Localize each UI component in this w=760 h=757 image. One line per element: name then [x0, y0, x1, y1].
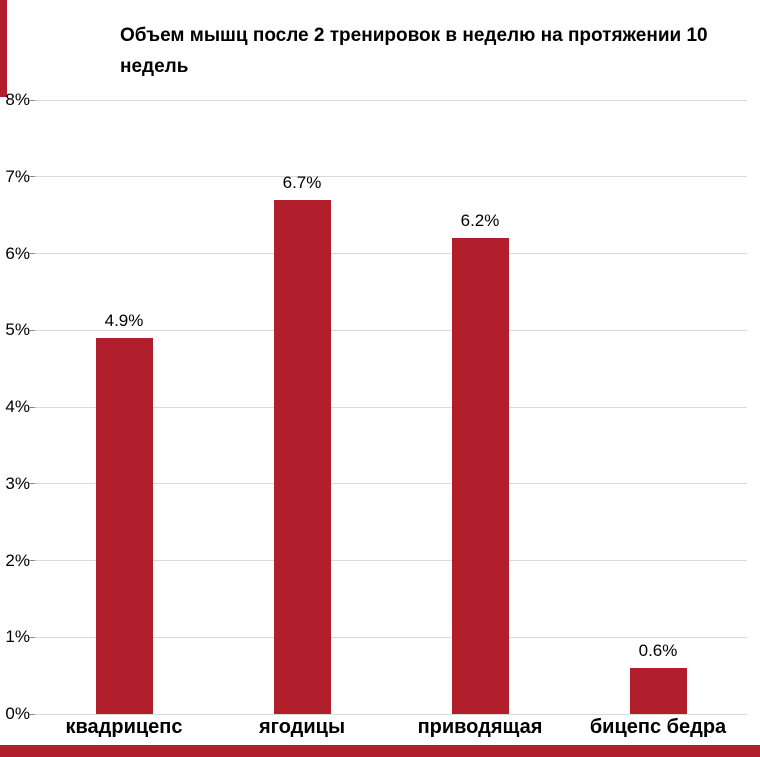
- y-tick: [29, 560, 35, 561]
- y-axis-label: 0%: [5, 704, 30, 723]
- y-axis: 0% 1% 2% 3% 4% 5% 6% 7% 8%: [0, 90, 30, 723]
- y-axis-label: 1%: [5, 627, 30, 647]
- x-axis-label: квадрицепс: [65, 716, 183, 738]
- bottom-red-border: [0, 745, 760, 757]
- bar-3: [451, 238, 509, 714]
- y-axis-label: 3%: [5, 473, 30, 493]
- gridline: [35, 713, 747, 715]
- gridline: [35, 253, 747, 254]
- bar-value-label: 6.2%: [460, 211, 500, 231]
- x-axis-label: приводящая: [417, 716, 543, 738]
- bar-4: [629, 667, 687, 714]
- gridline: [35, 483, 747, 485]
- y-axis-label: 6%: [5, 243, 30, 263]
- bar-value-label: 6.7%: [282, 172, 322, 192]
- gridline: [35, 99, 747, 101]
- gridline: [35, 329, 747, 331]
- left-red-border: [0, 0, 7, 97]
- gridline: [35, 406, 747, 408]
- y-tick: [29, 483, 35, 485]
- gridline: [35, 560, 747, 561]
- bar-1: [95, 337, 153, 714]
- y-tick: [29, 406, 35, 408]
- x-axis: квадрицепс ягодицы приводящая бицепс бедра: [35, 716, 747, 746]
- bar-value-label: 4.9%: [104, 310, 144, 330]
- y-axis-label: 8%: [5, 90, 30, 109]
- y-tick: [29, 636, 35, 638]
- bar-value-label: 0.6%: [638, 640, 678, 660]
- y-tick: [29, 713, 35, 715]
- y-tick: [29, 329, 35, 331]
- y-axis-label: 7%: [5, 166, 30, 186]
- gridline: [35, 636, 747, 638]
- y-tick: [29, 176, 35, 178]
- y-axis-label: 2%: [5, 550, 30, 570]
- y-tick: [29, 99, 35, 101]
- x-axis-label: бицепс бедра: [589, 716, 727, 738]
- y-tick: [29, 253, 35, 254]
- plot-area: 4.9% 6.7% 6.2% 0.6%: [29, 99, 747, 715]
- x-axis-label: ягодицы: [258, 716, 346, 738]
- gridline: [35, 176, 747, 178]
- bar-2: [273, 199, 331, 714]
- y-axis-label: 4%: [5, 397, 30, 416]
- y-axis-label: 5%: [5, 320, 30, 340]
- chart-title: Объем мышц после 2 тренировок в неделю н…: [120, 25, 708, 77]
